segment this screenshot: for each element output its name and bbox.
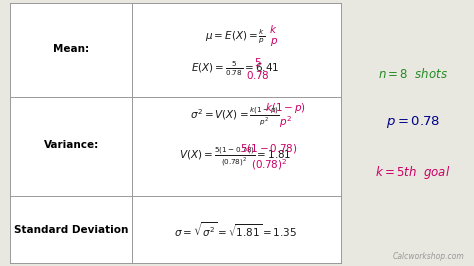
Text: $\sigma = \sqrt{\sigma^2} = \sqrt{1.81} = 1.35$: $\sigma = \sqrt{\sigma^2} = \sqrt{1.81} … bbox=[173, 221, 297, 239]
Text: $k$: $k$ bbox=[269, 23, 278, 35]
Text: $p$: $p$ bbox=[270, 36, 278, 48]
Text: Variance:: Variance: bbox=[44, 140, 99, 150]
Text: $\mu = E(X) = \frac{k}{p}$: $\mu = E(X) = \frac{k}{p}$ bbox=[205, 27, 265, 45]
Text: Mean:: Mean: bbox=[53, 44, 90, 54]
Text: $p = 0.78$: $p = 0.78$ bbox=[386, 114, 440, 130]
Text: $n = 8$  shots: $n = 8$ shots bbox=[378, 68, 448, 81]
Text: $E(X) = \frac{5}{0.78} = 6.41$: $E(X) = \frac{5}{0.78} = 6.41$ bbox=[191, 60, 279, 78]
Text: Standard Deviation: Standard Deviation bbox=[14, 225, 128, 235]
Text: $k(1-p)$: $k(1-p)$ bbox=[265, 101, 306, 115]
Text: $(0.78)^2$: $(0.78)^2$ bbox=[251, 157, 287, 172]
Text: $V(X) = \frac{5(1-0.78)}{(0.78)^2} = 1.81$: $V(X) = \frac{5(1-0.78)}{(0.78)^2} = 1.8… bbox=[179, 146, 292, 168]
Bar bbox=[10, 3, 340, 263]
Text: $k = 5th$  goal: $k = 5th$ goal bbox=[375, 164, 451, 181]
Text: $0.78$: $0.78$ bbox=[246, 69, 270, 81]
Text: $p^2$: $p^2$ bbox=[279, 114, 292, 130]
Text: Calcworkshop.com: Calcworkshop.com bbox=[393, 252, 465, 261]
Text: $\sigma^2 = V(X) = \frac{k(1-p)}{p^2}$: $\sigma^2 = V(X) = \frac{k(1-p)}{p^2}$ bbox=[190, 105, 280, 127]
Text: $5(1-0.78)$: $5(1-0.78)$ bbox=[240, 142, 298, 155]
Text: $5$: $5$ bbox=[254, 56, 262, 68]
